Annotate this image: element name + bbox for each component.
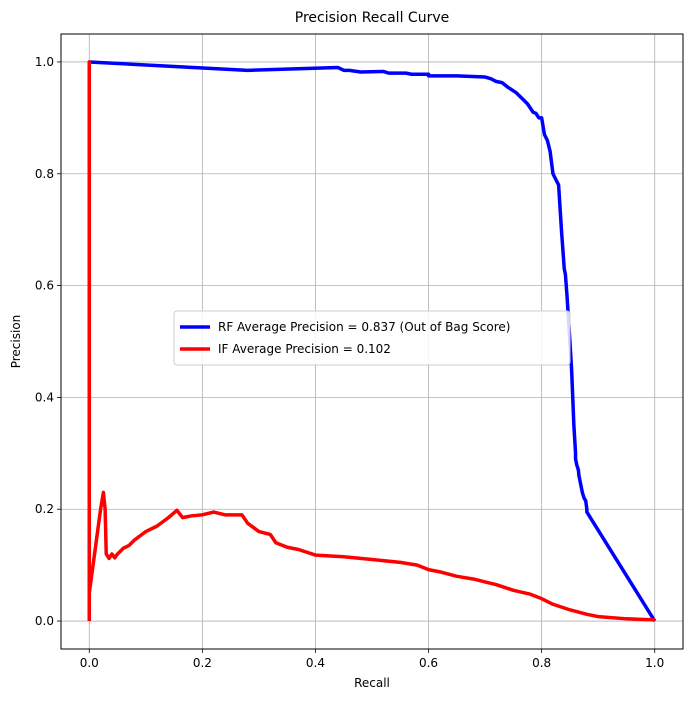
x-tick-label: 0.8 <box>532 656 551 670</box>
legend: RF Average Precision = 0.837 (Out of Bag… <box>173 310 571 366</box>
y-tick-label: 0.0 <box>35 614 54 628</box>
x-tick-label: 0.6 <box>419 656 438 670</box>
y-tick-label: 0.4 <box>35 390 54 404</box>
legend-box <box>173 310 571 366</box>
y-axis-title: Precision <box>9 315 23 369</box>
x-tick-label: 0.0 <box>80 656 99 670</box>
series-line-if <box>87 60 655 622</box>
y-tick-label: 1.0 <box>35 55 54 69</box>
chart-title: Precision Recall Curve <box>295 10 449 26</box>
data-series <box>87 60 657 622</box>
x-tick-label: 1.0 <box>645 656 664 670</box>
x-tick-label: 0.4 <box>306 656 325 670</box>
y-tick-label: 0.2 <box>35 502 54 516</box>
axes-frame <box>60 33 684 650</box>
x-axis-title: Recall <box>354 676 390 690</box>
y-tick-label: 0.8 <box>35 167 54 181</box>
legend-label: RF Average Precision = 0.837 (Out of Bag… <box>218 320 510 334</box>
legend-label: IF Average Precision = 0.102 <box>218 342 391 356</box>
series-line-rf <box>87 60 657 622</box>
y-tick-label: 0.6 <box>35 279 54 293</box>
x-tick-label: 0.2 <box>193 656 212 670</box>
axis-ticks: 0.0 0.2 0.4 0.6 0.8 1.0 0.0 0.2 0.4 0.6 0.8 1.0 <box>35 55 664 670</box>
